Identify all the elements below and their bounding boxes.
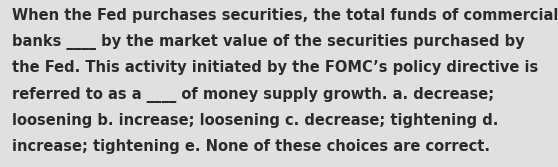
Text: banks ____ by the market value of the securities purchased by: banks ____ by the market value of the se… [12,34,525,50]
Text: referred to as a ____ of money supply growth. a. decrease;: referred to as a ____ of money supply gr… [12,87,494,103]
Text: loosening b. increase; loosening c. decrease; tightening d.: loosening b. increase; loosening c. decr… [12,113,499,128]
Text: increase; tightening e. None of these choices are correct.: increase; tightening e. None of these ch… [12,139,490,154]
Text: When the Fed purchases securities, the total funds of commercial: When the Fed purchases securities, the t… [12,8,558,23]
Text: the Fed. This activity initiated by the FOMC’s policy directive is: the Fed. This activity initiated by the … [12,60,538,75]
